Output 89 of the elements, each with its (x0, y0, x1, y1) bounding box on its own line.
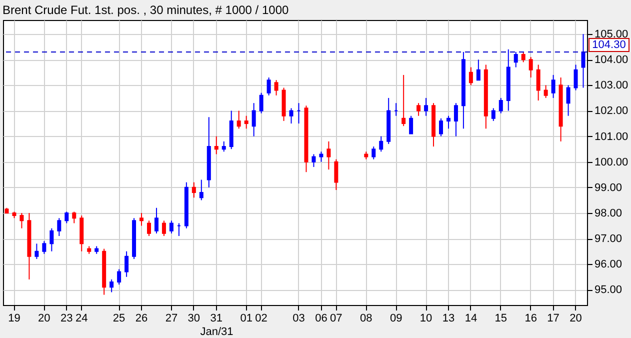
y-tick-label: 103.00 (594, 80, 628, 92)
candlestick (402, 74, 406, 127)
x-tick-label: 19 (8, 312, 20, 324)
candlestick (236, 110, 241, 130)
candlestick (312, 154, 316, 168)
candlestick (50, 228, 54, 252)
x-tick-label: 01 (240, 312, 252, 324)
candlestick (124, 250, 129, 278)
candlestick (319, 151, 324, 162)
y-tick-label: 102.00 (594, 105, 628, 118)
candlestick (244, 115, 248, 130)
x-tick-label: 15 (494, 312, 508, 324)
x-tick-label: 10 (420, 312, 432, 324)
candlestick (162, 220, 166, 236)
x-tick-label: 08 (360, 312, 372, 324)
x-tick-label: 17 (547, 312, 560, 324)
chart-title: Brent Crude Fut. 1st. pos. , 30 minutes, # 1000 / 1000 (2, 3, 289, 17)
x-tick-label: 20 (38, 312, 50, 324)
x-tick-label: 30 (188, 312, 200, 324)
candlestick (34, 243, 39, 260)
candlestick (581, 34, 586, 88)
x-tick-label: 13 (442, 312, 455, 324)
candlestick (110, 278, 114, 293)
candlestick (409, 115, 414, 134)
candlestick (154, 207, 158, 234)
x-tick-label: 03 (292, 312, 305, 324)
candlestick (454, 102, 458, 137)
candlestick (199, 179, 204, 201)
x-tick-label: 20 (570, 312, 582, 324)
y-tick-label: 100.00 (594, 156, 628, 168)
x-tick-label: 27 (165, 312, 178, 324)
candlestick (544, 84, 548, 98)
candlestick (222, 140, 226, 152)
candlestick (439, 118, 443, 137)
text: Jan/31 (200, 326, 234, 338)
y-tick-label: 97.00 (594, 233, 622, 246)
x-tick-label: 24 (75, 312, 88, 324)
y-tick-label: 104.00 (594, 54, 628, 66)
y-tick-label: 105.00 (594, 28, 628, 41)
y-tick-label: 98.00 (594, 207, 622, 220)
candlestick (259, 92, 264, 114)
candlestick (498, 97, 503, 114)
candlestick (446, 115, 450, 130)
candlestick (514, 51, 518, 68)
candlestick (416, 102, 421, 116)
candlestick (551, 74, 556, 98)
x-tick-label: 31 (210, 312, 223, 324)
candlestick (566, 84, 570, 116)
candlestick (468, 66, 473, 86)
x-tick-label: 07 (330, 312, 342, 324)
x-tick-label: 25 (112, 312, 126, 324)
y-tick-label: 95.00 (594, 284, 622, 296)
candlestick (140, 212, 144, 226)
candlestick (334, 158, 338, 190)
candlestick (528, 56, 533, 78)
candlestick (20, 212, 24, 229)
candlestick (252, 102, 256, 137)
candlestick (326, 140, 331, 170)
ref-line-label: 104.30 (592, 38, 626, 51)
candlestick (574, 64, 578, 91)
x-tick-label: 16 (524, 312, 537, 324)
x-tick-label: 14 (464, 312, 478, 324)
candlestick (214, 136, 218, 155)
candlestick (521, 51, 526, 63)
candlestick (192, 182, 196, 198)
candlestick (42, 240, 46, 254)
candlestick (536, 64, 540, 102)
y-tick-label: 96.00 (594, 258, 622, 271)
candlestick (147, 220, 151, 236)
candlestick (424, 97, 428, 116)
candlestick (266, 77, 271, 96)
candlestick (274, 80, 278, 96)
candlestick (289, 108, 294, 124)
x-tick-label: 26 (135, 312, 148, 324)
candlestick (117, 268, 122, 286)
candlestick (379, 136, 384, 152)
candlestick (64, 211, 69, 224)
candlestick (372, 146, 376, 160)
x-tick-label: 23 (60, 312, 73, 324)
x-tick-label: 09 (390, 312, 402, 324)
x-tick-label: 02 (255, 312, 268, 324)
candlestick (491, 108, 496, 122)
candlestick (72, 211, 76, 224)
y-tick-label: 99.00 (594, 182, 622, 194)
x-tick-label: 06 (315, 312, 328, 324)
y-tick-label: 101.00 (594, 130, 628, 143)
candlestick (476, 59, 480, 81)
candlestick (169, 220, 174, 234)
candlestick (57, 218, 62, 236)
